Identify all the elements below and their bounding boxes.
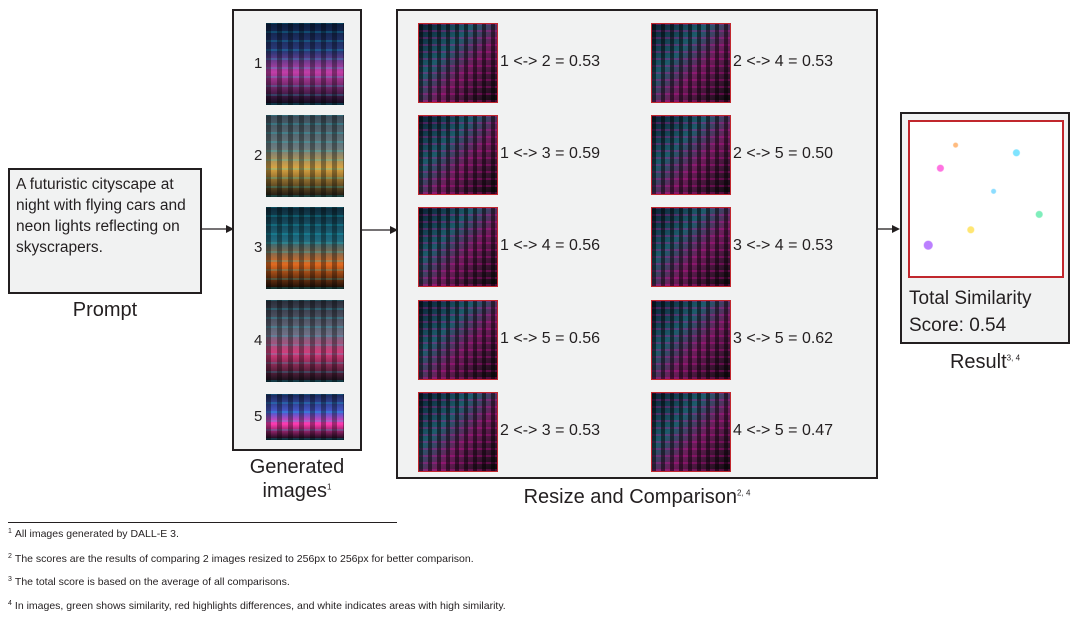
comparison-score: 2 <-> 4 = 0.53 bbox=[733, 53, 834, 70]
comparison-diff-image bbox=[418, 207, 498, 287]
result-line-2: Score: 0.54 bbox=[909, 315, 1007, 336]
footnote-divider bbox=[8, 522, 397, 523]
footnote: 4 In images, green shows similarity, red … bbox=[8, 599, 506, 613]
generated-image-number: 5 bbox=[254, 408, 263, 425]
result-footnote-ref: 3, 4 bbox=[1006, 353, 1021, 363]
comparison-score: 2 <-> 5 = 0.50 bbox=[733, 145, 834, 162]
footnote-number: 2 bbox=[8, 552, 12, 560]
arrow-comparison-to-result bbox=[878, 225, 900, 233]
footnote-text: All images generated by DALL-E 3. bbox=[14, 528, 179, 540]
comparison-footnote-ref: 2, 4 bbox=[737, 488, 751, 498]
generated-images-box: 1 2 3 4 5 bbox=[232, 9, 362, 451]
comparison-diff-image bbox=[651, 392, 731, 472]
generated-images-label: Generated images1 bbox=[232, 455, 362, 503]
comparison-diff-image bbox=[418, 115, 498, 195]
arrow-generated-to-comparison bbox=[362, 226, 398, 234]
prompt-label: Prompt bbox=[72, 299, 138, 321]
comparison-score: 1 <-> 5 = 0.56 bbox=[500, 330, 601, 347]
generated-image-number: 2 bbox=[254, 147, 263, 164]
generated-image-number: 1 bbox=[254, 55, 263, 72]
comparison-diff-image bbox=[418, 392, 498, 472]
footnote: 3 The total score is based on the average… bbox=[8, 575, 290, 589]
footnote: 2 The scores are the results of comparing… bbox=[8, 552, 474, 566]
generated-images-footnote-ref: 1 bbox=[327, 482, 332, 492]
comparison-score: 3 <-> 4 = 0.53 bbox=[733, 237, 834, 254]
footnote-text: The scores are the results of comparing … bbox=[14, 553, 474, 565]
comparison-diff-image bbox=[418, 300, 498, 380]
comparison-label: Resize and Comparison2, 4 bbox=[396, 485, 878, 509]
result-label-text: Result bbox=[949, 351, 1007, 373]
generated-images-label-text: Generated images bbox=[249, 456, 345, 502]
comparison-diff-image bbox=[651, 300, 731, 380]
generated-image-2 bbox=[266, 115, 344, 197]
comparison-diff-image bbox=[418, 23, 498, 103]
footnote-number: 3 bbox=[8, 575, 12, 583]
comparison-box: 1 <-> 2 = 0.53 2 <-> 4 = 0.53 1 <-> 3 = 0.… bbox=[396, 9, 878, 479]
result-line-1: Total Similarity bbox=[909, 288, 1032, 309]
prompt-text: A futuristic cityscape at night with fly… bbox=[16, 176, 186, 256]
generated-image-4 bbox=[266, 300, 344, 382]
footnote-text: In images, green shows similarity, red h… bbox=[14, 600, 506, 612]
comparison-score: 3 <-> 5 = 0.62 bbox=[733, 330, 834, 347]
arrow-prompt-to-generated bbox=[202, 225, 234, 233]
result-label: Result3, 4 bbox=[900, 350, 1070, 374]
comparison-score: 2 <-> 3 = 0.53 bbox=[500, 422, 601, 439]
generated-image-5 bbox=[266, 394, 344, 440]
generated-image-number: 3 bbox=[254, 239, 263, 256]
footnote-number: 1 bbox=[8, 527, 12, 535]
comparison-diff-image bbox=[651, 115, 731, 195]
comparison-label-text: Resize and Comparison bbox=[523, 486, 738, 508]
comparison-diff-image bbox=[651, 207, 731, 287]
comparison-score: 4 <-> 5 = 0.47 bbox=[733, 422, 834, 439]
prompt-box: A futuristic cityscape at night with fly… bbox=[8, 168, 202, 294]
footnote-number: 4 bbox=[8, 599, 12, 607]
similarity-result-image bbox=[908, 120, 1064, 278]
generated-image-1 bbox=[266, 23, 344, 105]
comparison-score: 1 <-> 2 = 0.53 bbox=[500, 53, 601, 70]
generated-image-number: 4 bbox=[254, 332, 263, 349]
comparison-score: 1 <-> 4 = 0.56 bbox=[500, 237, 601, 254]
footnote-text: The total score is based on the average … bbox=[14, 576, 290, 588]
comparison-score: 1 <-> 3 = 0.59 bbox=[500, 145, 601, 162]
comparison-diff-image bbox=[651, 23, 731, 103]
result-box: Total Similarity Score: 0.54 bbox=[900, 112, 1070, 344]
generated-image-3 bbox=[266, 207, 344, 289]
footnote: 1 All images generated by DALL-E 3. bbox=[8, 527, 179, 541]
